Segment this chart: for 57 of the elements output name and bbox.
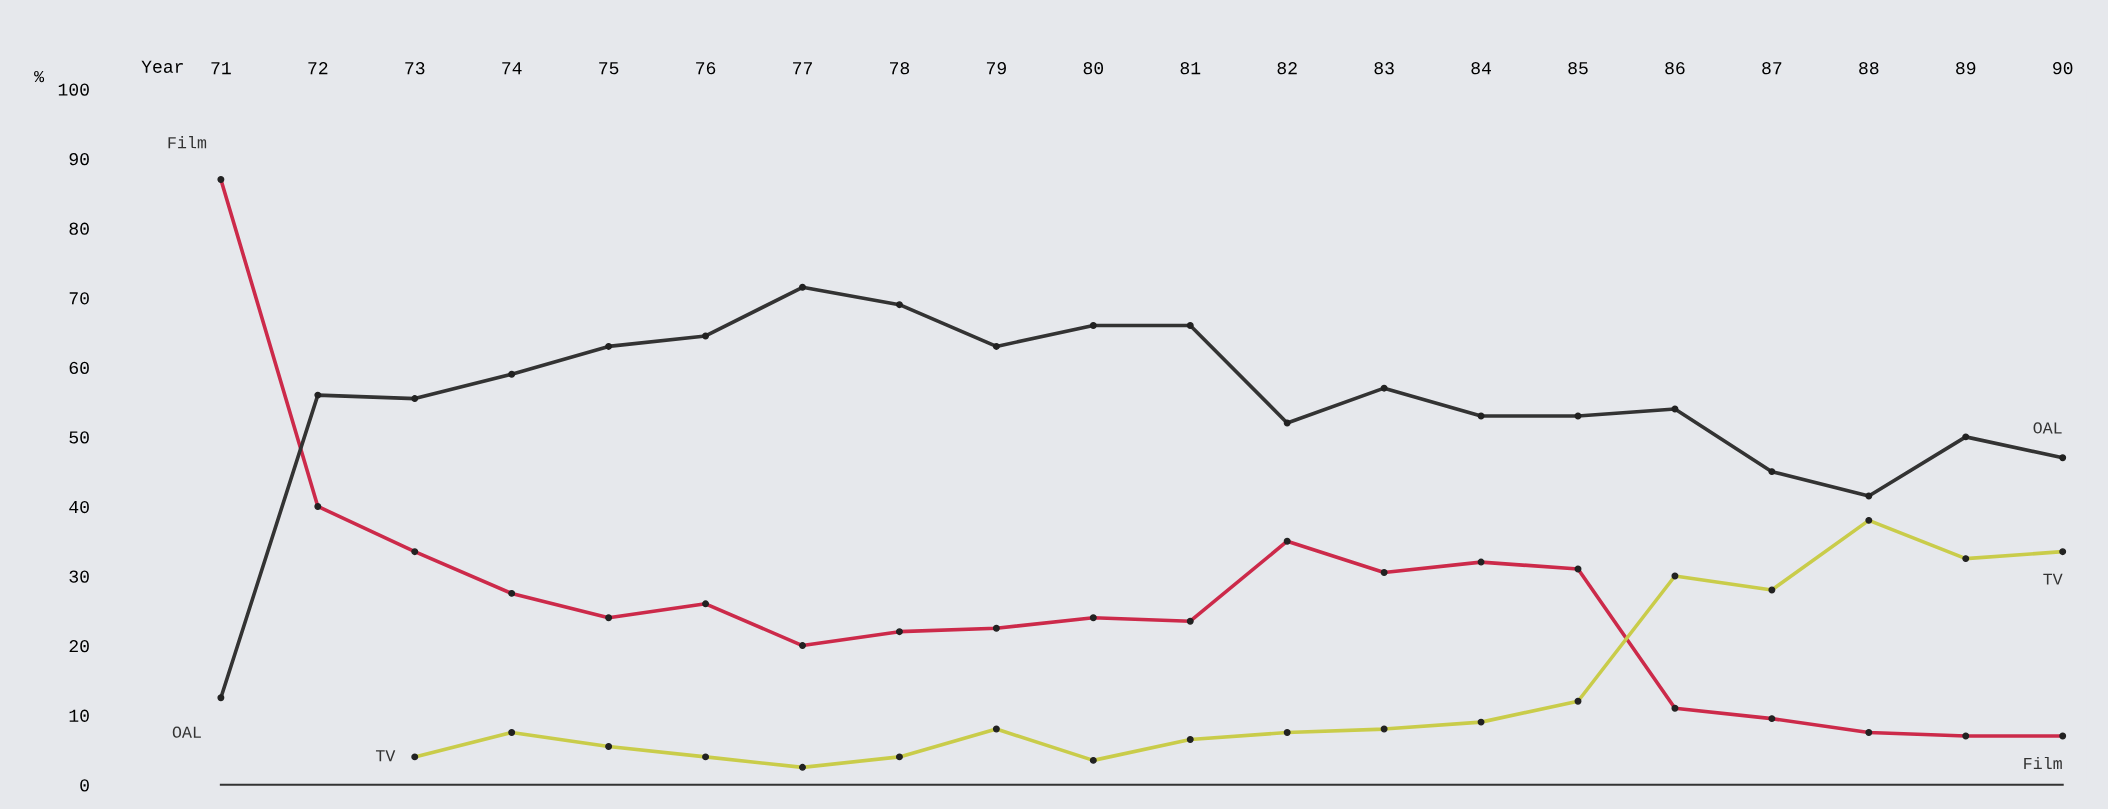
point bbox=[411, 395, 419, 403]
x-tick-label: 72 bbox=[308, 62, 328, 75]
y-tick-label: 30 bbox=[69, 570, 89, 583]
point bbox=[1380, 384, 1388, 392]
x-tick-label: 81 bbox=[1180, 62, 1201, 75]
point bbox=[1089, 322, 1097, 330]
x-tick-label: 78 bbox=[890, 62, 910, 75]
text: OAL bbox=[172, 726, 201, 738]
y-tick-label: 100 bbox=[58, 83, 89, 96]
x-tick-label: 85 bbox=[1568, 62, 1588, 75]
point bbox=[1962, 433, 1970, 441]
y-tick-label: 60 bbox=[69, 361, 89, 375]
text: Film bbox=[168, 136, 207, 149]
series-label: TV bbox=[375, 750, 396, 762]
point bbox=[1865, 492, 1873, 500]
x-tick-label: 74 bbox=[502, 62, 522, 75]
x-tick-label: 88 bbox=[1859, 62, 1879, 75]
x-tick-label: 90 bbox=[2053, 62, 2073, 75]
point bbox=[314, 391, 322, 399]
point bbox=[508, 370, 516, 378]
point bbox=[702, 332, 710, 340]
series-label: Film bbox=[2024, 756, 2062, 769]
x-tick-label: 79 bbox=[986, 62, 1006, 75]
y-tick-label: 70 bbox=[69, 292, 89, 305]
point bbox=[895, 301, 903, 309]
x-tick-label: 82 bbox=[1277, 62, 1297, 75]
y-tick-label: 10 bbox=[69, 709, 89, 722]
x-tick-label: 83 bbox=[1374, 62, 1394, 75]
x-tick-label: 76 bbox=[696, 62, 716, 75]
x-tick-label: 84 bbox=[1471, 62, 1491, 75]
x-axis-title: Year bbox=[141, 60, 183, 73]
x-tick-label: 75 bbox=[599, 62, 619, 75]
x-tick-label: 80 bbox=[1083, 62, 1104, 75]
y-tick-label: 20 bbox=[69, 640, 89, 653]
y-axis-title: % bbox=[34, 70, 45, 83]
x-tick-label: 71 bbox=[211, 62, 231, 75]
point bbox=[605, 342, 613, 350]
point bbox=[992, 342, 1000, 350]
point bbox=[1283, 419, 1291, 427]
x-tick-label: 73 bbox=[405, 62, 425, 75]
x-tick-label: 87 bbox=[1762, 62, 1782, 75]
point bbox=[217, 694, 225, 702]
x-tick-label: 77 bbox=[793, 62, 812, 75]
y-tick-label: 50 bbox=[69, 431, 89, 444]
series-label: OAL bbox=[2033, 422, 2062, 434]
x-tick-label: 86 bbox=[1665, 62, 1685, 75]
point bbox=[799, 283, 806, 291]
point bbox=[1186, 322, 1194, 330]
y-tick-label: 0 bbox=[80, 779, 89, 792]
point bbox=[1671, 405, 1679, 413]
text: TV bbox=[2043, 573, 2063, 585]
y-tick-label: 40 bbox=[69, 500, 89, 514]
point bbox=[2059, 454, 2067, 462]
y-tick-label: 80 bbox=[69, 222, 89, 235]
point bbox=[1768, 468, 1776, 476]
y-tick-label: 90 bbox=[69, 153, 89, 166]
x-tick-label: 89 bbox=[1956, 62, 1976, 75]
